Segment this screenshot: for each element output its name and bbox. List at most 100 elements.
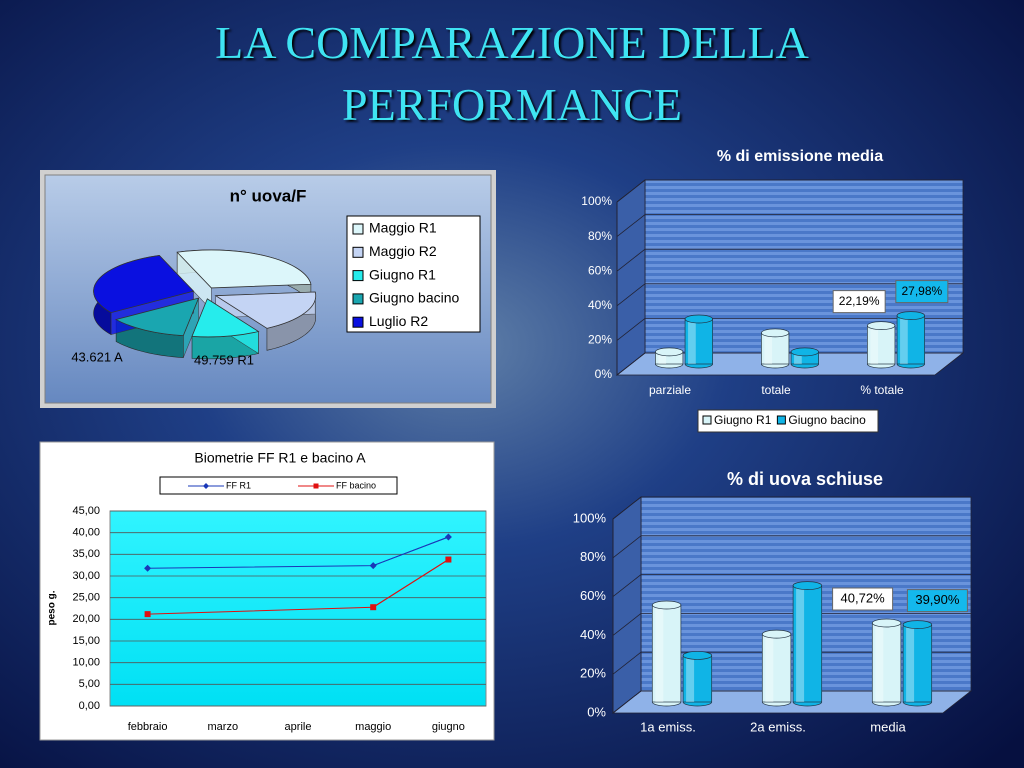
bar-top	[896, 311, 925, 320]
pie-slice	[191, 298, 260, 338]
legend-swatch	[776, 415, 786, 425]
bar	[896, 315, 925, 365]
x-tick-label: 1a emiss.	[640, 719, 696, 734]
legend-box	[159, 476, 398, 495]
marker	[444, 533, 452, 541]
side-wall	[612, 496, 642, 714]
series-line	[372, 559, 449, 608]
value-label: 27,98%	[901, 284, 942, 298]
side-wall	[616, 179, 646, 376]
legend-box	[697, 409, 879, 433]
y-tick-label: 100%	[581, 194, 612, 208]
y-tick-label: 60%	[588, 263, 612, 277]
y-tick-label: 10,00	[72, 657, 100, 669]
grid-line-side	[616, 352, 646, 376]
y-tick-label: 20%	[580, 666, 606, 681]
chart-title: % di emissione media	[717, 148, 883, 165]
legend-swatch	[352, 316, 364, 328]
legend-label: FF bacino	[336, 480, 376, 490]
marker	[370, 604, 377, 611]
grid-line-side	[612, 574, 642, 597]
pie-slice	[93, 255, 195, 314]
legend-label: Maggio R1	[369, 220, 437, 236]
grid-line-side	[616, 318, 646, 341]
marker	[144, 611, 151, 618]
legend-swatch	[352, 223, 364, 235]
bar-top	[682, 651, 713, 660]
legend-label: Giugno R1	[369, 266, 436, 282]
y-tick-label: 15,00	[72, 635, 100, 647]
bar	[871, 622, 902, 703]
grid-line-side	[616, 283, 646, 307]
pie-slice	[115, 297, 200, 337]
bar-top	[651, 600, 682, 610]
y-tick-label: 80%	[588, 229, 612, 243]
bar-top	[684, 314, 713, 324]
plot-area	[109, 510, 487, 707]
grid-line-side	[612, 651, 642, 675]
grid-line-side	[616, 248, 646, 272]
legend-label: Giugno bacino	[788, 413, 866, 427]
bar-highlight	[875, 623, 884, 702]
x-tick-label: febbraio	[128, 721, 168, 733]
bar-highlight	[658, 351, 667, 364]
legend-marker	[203, 483, 209, 489]
y-tick-label: 0%	[587, 704, 606, 719]
y-tick-label: 20%	[588, 333, 612, 347]
bar-highlight	[765, 634, 774, 702]
bar	[761, 633, 792, 703]
x-tick-label: % totale	[860, 383, 904, 397]
marker	[445, 556, 452, 563]
grid-line-side	[612, 690, 642, 714]
y-tick-label: 35,00	[72, 548, 100, 560]
chart-title: Biometrie FF R1 e bacino A	[194, 450, 366, 466]
y-tick-label: 80%	[580, 549, 606, 564]
bar-top	[790, 347, 819, 357]
x-tick-label: marzo	[208, 721, 239, 733]
legend-label: Luglio R2	[369, 313, 428, 329]
grid-line-side	[616, 214, 646, 237]
pie-slice	[176, 249, 312, 289]
marker	[369, 562, 377, 570]
y-tick-label: 100%	[573, 510, 607, 525]
legend-label: Giugno R1	[714, 413, 772, 427]
annotation: 43.621 A	[71, 349, 123, 364]
y-tick-label: 60%	[580, 588, 606, 603]
y-axis-label: peso g.	[47, 590, 58, 625]
bar	[684, 318, 713, 365]
bar	[792, 585, 823, 703]
value-label: 40,72%	[841, 590, 886, 605]
bar-highlight	[764, 332, 773, 364]
x-tick-label: giugno	[432, 721, 465, 733]
grid-line-side	[612, 535, 642, 559]
chart-title: % di uova schiuse	[727, 469, 883, 489]
value-label-box	[895, 280, 949, 304]
chart-title: n° uova/F	[230, 186, 307, 205]
y-tick-label: 40,00	[72, 527, 100, 539]
x-tick-label: aprile	[285, 721, 312, 733]
x-tick-label: totale	[761, 383, 791, 397]
legend-box	[346, 215, 481, 333]
bar-highlight	[870, 325, 879, 364]
bar-top	[761, 629, 792, 639]
legend-marker	[313, 483, 319, 489]
x-tick-label: media	[870, 719, 906, 734]
bar-highlight	[655, 605, 664, 702]
bar-highlight	[686, 655, 695, 702]
pie-side-shade	[266, 291, 316, 351]
bar	[682, 655, 713, 703]
bar	[651, 604, 682, 703]
y-tick-label: 5,00	[79, 678, 100, 690]
bar-highlight	[796, 585, 805, 702]
bar-top	[655, 347, 684, 357]
value-label-box	[832, 587, 894, 611]
legend-swatch	[352, 246, 364, 258]
value-label-box	[906, 589, 968, 613]
grid-line-side	[616, 179, 646, 203]
bar-top	[867, 321, 896, 330]
bar-top	[902, 620, 933, 629]
bar-top	[871, 618, 902, 628]
x-tick-label: parziale	[649, 383, 691, 397]
